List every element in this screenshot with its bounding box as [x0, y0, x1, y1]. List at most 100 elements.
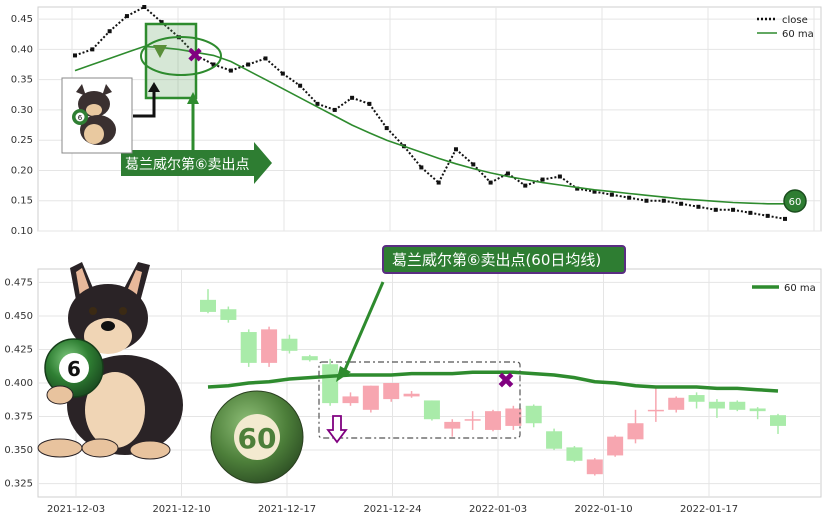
candle-body [383, 383, 400, 400]
candle-body [647, 409, 664, 412]
candle-body [342, 396, 359, 404]
sell-callout-box [121, 142, 272, 184]
ma60-line [74, 45, 785, 205]
zoom-callout-box [382, 245, 626, 274]
top-y-tick-label: 0.10 [11, 226, 33, 237]
bottom-x-tick-label: 2021-12-24 [363, 504, 421, 515]
svg-text:6: 6 [78, 114, 83, 122]
bottom-y-tick-label: 0.425 [4, 344, 33, 355]
close-segment [750, 211, 768, 217]
zoom-callout-text: 葛兰威尔第⑥卖出点(60日均线) [392, 251, 601, 269]
close-segment [577, 187, 595, 193]
top-y-tick-label: 0.35 [11, 75, 33, 86]
dog-arrow [133, 90, 156, 118]
close-segment [299, 85, 319, 105]
bottom-x-ticks: 2021-12-03 2021-12-10 2021-12-17 2021-12-24… [47, 504, 738, 515]
callout-arrowhead [187, 92, 199, 104]
candle-body [627, 423, 644, 440]
candle-body [525, 405, 542, 424]
close-segment [126, 6, 145, 17]
bottom-y-tick-label: 0.475 [4, 277, 33, 288]
close-segment [195, 54, 215, 66]
close-segment [368, 103, 388, 129]
candle-body [749, 408, 766, 412]
close-segment [594, 190, 613, 196]
bottom-y-tick-label: 0.350 [4, 445, 33, 456]
top-plot-area [37, 6, 822, 232]
sell-point-marker-zoom: ✖ [497, 369, 515, 394]
ma-end-badge-label: 60 [789, 197, 802, 208]
sell-zone-box [318, 361, 521, 439]
green-triangle-marker [153, 45, 167, 58]
candle-body [566, 447, 583, 461]
candle-body [301, 356, 318, 361]
sell-point-marker: ✖ [187, 43, 204, 67]
bottom-y-tick-label: 0.325 [4, 479, 33, 490]
candle-body [240, 332, 257, 363]
close-segment [680, 202, 699, 208]
legend-ma-zoom-label: 60 ma [784, 283, 816, 294]
bottom-x-tick-label: 2022-01-10 [574, 504, 632, 515]
bottom-y-tick-label: 0.450 [4, 311, 33, 322]
legend-ma-label: 60 ma [782, 29, 814, 40]
candle-body [688, 395, 705, 402]
zoom-callout-arrowhead [336, 366, 351, 382]
down-arrow [326, 415, 348, 444]
candle-body [668, 397, 685, 410]
candle-body [586, 459, 603, 475]
close-segment [611, 193, 630, 199]
close-segment [403, 145, 423, 169]
close-segment [334, 96, 353, 111]
candle-body [423, 400, 440, 420]
close-segment [698, 205, 716, 211]
ma60-line-zoom [207, 370, 779, 393]
top-panel: 0.10 0.15 0.20 0.25 0.30 0.35 0.40 0.45 ✖ 葛兰威尔第… [11, 5, 822, 237]
candle-body [505, 408, 522, 426]
candles [200, 289, 786, 476]
close-segment [247, 57, 266, 66]
ma-ball-label: 60 [238, 422, 277, 455]
bottom-y-tick-label: 0.400 [4, 378, 33, 389]
candle-body [607, 436, 624, 456]
sell-callout-text: 葛兰威尔第⑥卖出点 [125, 156, 250, 173]
bottom-panel: 0.325 0.350 0.375 0.400 0.425 0.450 0.475 2021… [4, 245, 822, 515]
top-y-tick-label: 0.20 [11, 165, 33, 176]
bottom-x-tick-label: 2021-12-03 [47, 504, 105, 515]
close-segment [490, 172, 509, 184]
close-point [783, 216, 787, 221]
top-y-tick-label: 0.30 [11, 105, 33, 116]
close-segment [351, 96, 370, 105]
top-y-tick-label: 0.40 [11, 44, 33, 55]
close-segment [317, 102, 336, 111]
close-segment [663, 199, 682, 205]
bottom-x-tick-label: 2022-01-17 [680, 504, 738, 515]
candle-body [220, 309, 237, 320]
candle-body [708, 401, 725, 409]
candle-body [770, 415, 786, 426]
bottom-y-tick-label: 0.375 [4, 412, 33, 423]
close-segment [542, 175, 561, 181]
candle-body [729, 401, 746, 410]
bottom-y-ticks: 0.325 0.350 0.375 0.400 0.425 0.450 0.475 [4, 277, 33, 489]
close-segment [732, 208, 751, 214]
candle-body [261, 329, 278, 363]
top-y-ticks: 0.10 0.15 0.20 0.25 0.30 0.35 0.40 0.45 [11, 14, 33, 237]
close-segment [767, 214, 786, 220]
dog-illustration: 6 [37, 262, 183, 460]
dog-arrowhead [148, 82, 160, 92]
top-y-tick-label: 0.45 [11, 14, 33, 25]
candle-body [485, 411, 501, 430]
candle-body [200, 299, 216, 312]
candle-body [464, 419, 481, 421]
bottom-x-tick-label: 2021-12-17 [258, 504, 316, 515]
legend-close-label: close [782, 15, 808, 26]
bottom-x-tick-label: 2021-12-10 [152, 504, 210, 515]
close-segment [91, 30, 111, 51]
close-segment [385, 127, 405, 147]
dog-thumbnail: 6 [61, 77, 133, 154]
candle-body [362, 385, 379, 410]
ma-ball-illustration: 60 [210, 390, 304, 484]
bottom-legend: 60 ma [752, 283, 816, 294]
top-y-tick-label: 0.25 [11, 135, 33, 146]
